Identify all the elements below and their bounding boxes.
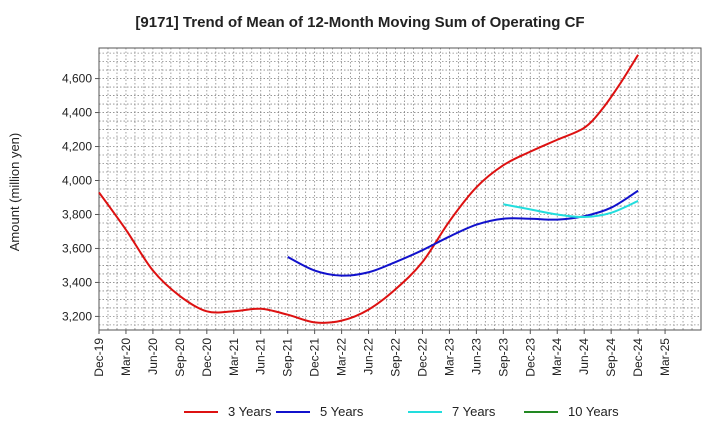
grid-layer [99,48,701,330]
legend-item-3-years: 3 Years [184,404,271,419]
y-tick-label: 4,600 [62,72,92,86]
x-tick-label: Sep-23 [496,338,510,377]
y-tick-label: 4,400 [62,106,92,120]
x-tick-label: Mar-20 [119,338,133,376]
x-axis: Dec-19 Mar-20 Jun-20 Sep-20 Dec-20 Mar-21 Jun-… [92,330,672,377]
x-tick-label: Dec-20 [200,338,214,377]
x-tick-label: Mar-23 [442,338,456,376]
y-axis: 3,200 3,400 3,600 3,800 4,000 4,200 4,400 4,600 [62,72,99,323]
y-tick-label: 4,000 [62,174,92,188]
legend-swatch [184,410,218,413]
legend-swatch [524,410,558,413]
x-tick-label: Mar-24 [550,338,564,376]
x-tick-label: Mar-25 [658,338,672,376]
y-axis-label: Amount (million yen) [7,133,22,252]
legend-label: 3 Years [228,404,272,419]
x-tick-label: Jun-22 [362,338,376,375]
legend-item-5-years: 5 Years [276,404,363,419]
series-layer [98,54,639,324]
series-line-7-years [503,199,639,219]
x-tick-label: Dec-22 [415,338,429,377]
legend-label: 5 Years [320,404,364,419]
legend-item-7-years: 7 Years [408,404,495,419]
y-tick-label: 4,200 [62,140,92,154]
legend-swatch [276,410,310,413]
legend: 3 Years 5 Years 7 Years 10 Years [0,404,720,426]
legend-label: 7 Years [452,404,496,419]
x-tick-label: Jun-21 [254,338,268,375]
y-tick-label: 3,400 [62,275,92,289]
x-tick-label: Jun-24 [577,338,591,375]
x-tick-label: Sep-21 [281,338,295,377]
x-tick-label: Dec-23 [523,338,537,377]
legend-swatch [408,410,442,413]
legend-label: 10 Years [568,404,619,419]
y-tick-label: 3,800 [62,207,92,221]
series-line-3-years [98,54,639,324]
x-tick-label: Mar-22 [335,338,349,376]
x-tick-label: Jun-20 [146,338,160,375]
x-tick-label: Mar-21 [227,338,241,376]
x-tick-label: Sep-20 [173,338,187,377]
y-tick-label: 3,600 [62,241,92,255]
x-tick-label: Sep-22 [389,338,403,377]
x-tick-label: Dec-19 [92,338,106,377]
legend-item-10-years: 10 Years [524,404,619,419]
x-tick-label: Sep-24 [604,338,618,377]
y-tick-label: 3,200 [62,309,92,323]
x-tick-label: Dec-21 [308,338,322,377]
x-tick-label: Jun-23 [469,338,483,375]
chart-title: [9171] Trend of Mean of 12-Month Moving … [135,14,585,31]
x-tick-label: Dec-24 [631,338,645,377]
plot-frame [98,47,702,331]
